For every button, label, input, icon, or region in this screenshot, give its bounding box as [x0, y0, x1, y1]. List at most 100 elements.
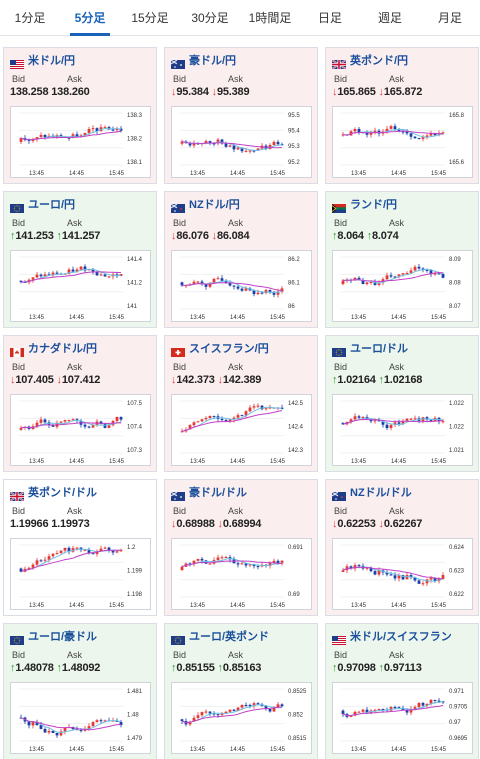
chart-frame[interactable]: 1.2 1.199 1.198 13:45 14:45 15:45 — [10, 538, 151, 610]
rate-card[interactable]: NZドル/円 Bid Ask ↓86.076 ↓86.084 86.2 86.1 86 13:… — [164, 191, 318, 328]
y-tick-label: 165.8 — [449, 113, 465, 119]
currency-pair-link[interactable]: 米ドル/スイスフラン — [350, 631, 452, 643]
candle-body — [248, 150, 252, 152]
candle-body — [425, 135, 429, 138]
candle-body — [268, 290, 272, 292]
x-tick-label: 14:45 — [69, 171, 85, 177]
rate-card[interactable]: カナダドル/円 Bid Ask ↓107.405 ↓107.412 107.5 107.4… — [3, 335, 157, 472]
currency-pair-link[interactable]: NZドル/ドル — [350, 487, 412, 499]
ask-value: 142.389 — [222, 374, 262, 386]
candle-body — [437, 273, 441, 275]
currency-pair-link[interactable]: 米ドル/円 — [28, 55, 76, 67]
chart-frame[interactable]: 138.3 138.2 138.1 13:45 14:45 15:45 — [10, 106, 151, 178]
rate-card[interactable]: 米ドル/円 Bid Ask 138.258 138.260 138.3 138.2 138.… — [3, 47, 157, 184]
chart-frame[interactable]: 0.691 0.69 13:45 14:45 15:45 — [171, 538, 312, 610]
chart-frame[interactable]: 0.624 0.623 0.622 13:45 14:45 15:45 — [332, 538, 473, 610]
tab-timeframe[interactable]: 1時間足 — [248, 11, 292, 25]
chart-frame[interactable]: 86.2 86.1 86 13:45 14:45 15:45 — [171, 250, 312, 322]
rate-card[interactable]: 豪ドル/円 Bid Ask ↓95.384 ↓95.389 95.5 95.4 95.3 95… — [164, 47, 318, 184]
candle-body — [115, 128, 119, 130]
chart-frame[interactable]: 142.5 142.4 142.3 13:45 14:45 15:45 — [171, 394, 312, 466]
currency-pair-link[interactable]: ランド/円 — [350, 199, 398, 211]
ma-long-line — [342, 272, 444, 283]
chart-frame[interactable]: 8.09 8.08 8.07 13:45 14:45 15:45 — [332, 250, 473, 322]
candle-body — [365, 282, 369, 285]
rate-card[interactable]: ユーロ/英ポンド Bid Ask ↑0.85155 ↑0.85163 0.8525 0.8… — [164, 623, 318, 759]
candle-body — [99, 274, 103, 276]
rate-card[interactable]: スイスフラン/円 Bid Ask ↓142.373 ↓142.389 142.5 142.… — [164, 335, 318, 472]
candle-body — [349, 566, 353, 569]
currency-pair-link[interactable]: 英ポンド/ドル — [28, 487, 98, 499]
currency-pair-link[interactable]: ユーロ/英ポンド — [189, 631, 270, 643]
candle-body — [341, 280, 345, 285]
arrow-down-icon: ↓ — [211, 230, 218, 242]
chart-frame[interactable]: 95.5 95.4 95.3 95.2 13:45 14:45 15:45 — [171, 106, 312, 178]
y-tick-label: 0.8525 — [288, 689, 307, 695]
rate-card[interactable]: ユーロ/豪ドル Bid Ask ↑1.48078 ↑1.48092 1.481 1.48 1… — [3, 623, 157, 759]
ask-label: Ask — [67, 218, 83, 228]
candle-body — [373, 420, 377, 422]
candle-body — [220, 278, 224, 281]
price-chart: 165.8 165.6 13:45 14:45 15:45 — [341, 112, 465, 177]
tab-timeframe[interactable]: 5分足 — [60, 0, 120, 36]
rate-card[interactable]: 豪ドル/ドル Bid Ask ↓0.68988 ↓0.68994 0.691 0.69 13… — [164, 479, 318, 616]
rate-card[interactable]: 英ポンド/円 Bid Ask ↓165.865 ↓165.872 165.8 165.6 1… — [325, 47, 479, 184]
y-tick-label: 0.971 — [449, 689, 465, 695]
currency-pair-link[interactable]: ユーロ/ドル — [350, 343, 409, 355]
candle-body — [208, 282, 212, 287]
currency-pair-link[interactable]: 英ポンド/円 — [350, 55, 409, 67]
bid-value: 95.384 — [176, 86, 209, 98]
currency-pair-link[interactable]: NZドル/円 — [189, 199, 240, 211]
candle-body — [220, 418, 224, 421]
candle-body — [236, 563, 240, 565]
chart-frame[interactable]: 141.4 141.2 141 13:45 14:45 15:45 — [10, 250, 151, 322]
currency-pair-link[interactable]: カナダドル/円 — [28, 343, 98, 355]
chart-frame[interactable]: 1.022 1.022 1.021 13:45 14:45 15:45 — [332, 394, 473, 466]
arrow-down-icon: ↓ — [217, 518, 224, 530]
candle-body — [27, 721, 31, 726]
candle-body — [107, 425, 111, 428]
price-chart: 8.09 8.08 8.07 13:45 14:45 15:45 — [341, 256, 461, 321]
chart-frame[interactable]: 0.8525 0.852 0.8515 13:45 14:45 15:45 — [171, 682, 312, 754]
ma-short-line — [342, 268, 444, 284]
rate-card[interactable]: NZドル/ドル Bid Ask ↓0.62253 ↓0.62267 0.624 0.623… — [325, 479, 479, 616]
candle-body — [91, 722, 95, 727]
candle-body — [103, 274, 107, 277]
currency-pair-link[interactable]: スイスフラン/円 — [189, 343, 269, 355]
currency-pair-link[interactable]: 豪ドル/円 — [189, 55, 237, 67]
currency-pair-link[interactable]: ユーロ/豪ドル — [28, 631, 98, 643]
candle-body — [240, 563, 244, 565]
tab-timeframe[interactable]: 1分足 — [14, 11, 46, 25]
rate-card[interactable]: ランド/円 Bid Ask ↑8.064 ↑8.074 8.09 8.08 8.07 13:4… — [325, 191, 479, 328]
ask-label: Ask — [228, 218, 244, 228]
candle-body — [240, 288, 244, 291]
candle-body — [196, 421, 200, 423]
rate-card[interactable]: 米ドル/スイスフラン Bid Ask ↑0.97098 ↑0.97113 0.971 0.… — [325, 623, 479, 759]
tab-timeframe[interactable]: 30分足 — [191, 11, 229, 25]
candle-body — [385, 275, 389, 280]
currency-pair-link[interactable]: ユーロ/円 — [28, 199, 76, 211]
tab-timeframe[interactable]: 15分足 — [131, 11, 169, 25]
x-tick-label: 14:45 — [230, 459, 246, 465]
currency-pair-link[interactable]: 豪ドル/ドル — [189, 487, 248, 499]
tab-timeframe[interactable]: 週足 — [377, 11, 402, 25]
tab-timeframe[interactable]: 日足 — [317, 11, 342, 25]
ask-value: 141.257 — [61, 230, 101, 242]
chart-frame[interactable]: 165.8 165.6 13:45 14:45 15:45 — [332, 106, 473, 178]
price-chart: 142.5 142.4 142.3 13:45 14:45 15:45 — [180, 400, 304, 465]
ask-label: Ask — [228, 74, 244, 84]
chart-frame[interactable]: 0.971 0.9705 0.97 0.9695 13:45 14:45 15:45 — [332, 682, 473, 754]
candle-body — [361, 416, 365, 418]
rate-card[interactable]: ユーロ/円 Bid Ask ↑141.253 ↑141.257 141.4 141.2 14… — [3, 191, 157, 328]
tab-timeframe[interactable]: 月足 — [437, 11, 462, 25]
chart-frame[interactable]: 1.481 1.48 1.479 13:45 14:45 15:45 — [10, 682, 151, 754]
chart-frame[interactable]: 107.5 107.4 107.3 13:45 14:45 15:45 — [10, 394, 151, 466]
candle-body — [224, 557, 228, 559]
bid-value: 141.253 — [15, 230, 54, 242]
y-tick-label: 86.1 — [288, 280, 300, 286]
candle-body — [252, 150, 256, 152]
candle-body — [208, 563, 212, 565]
rate-card[interactable]: ユーロ/ドル Bid Ask ↑1.02164 ↑1.02168 1.022 1.022 1… — [325, 335, 479, 472]
rate-card[interactable]: 英ポンド/ドル Bid Ask 1.19966 1.19973 1.2 1.199 1.19… — [3, 479, 157, 616]
ask-value: 0.62267 — [383, 518, 423, 530]
